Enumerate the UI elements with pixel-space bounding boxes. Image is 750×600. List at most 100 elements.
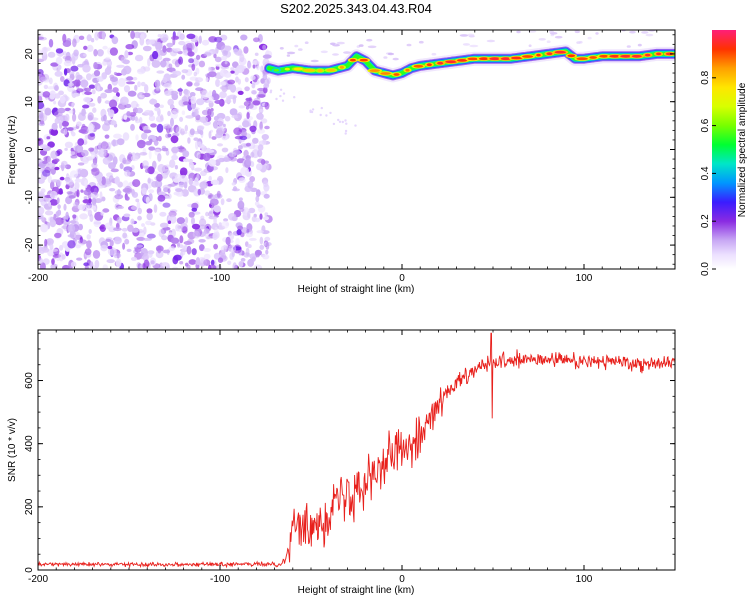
noise-speckle [218, 222, 222, 227]
noise-speckle [106, 259, 115, 264]
noise-speckle [256, 112, 264, 120]
noise-speckle [72, 92, 81, 97]
noise-speckle [224, 60, 228, 65]
noise-speckle [263, 193, 270, 199]
ridge-peak [293, 67, 304, 71]
noise-speckle [624, 27, 633, 30]
noise-speckle [159, 104, 164, 109]
noise-speckle [219, 91, 227, 99]
noise-speckle [208, 211, 214, 217]
noise-speckle [68, 71, 75, 76]
noise-speckle [100, 211, 105, 216]
noise-speckle [123, 213, 131, 218]
noise-speckle [54, 93, 61, 99]
noise-speckle [230, 67, 235, 71]
noise-speckle [84, 91, 92, 96]
noise-speckle [115, 258, 122, 268]
noise-speckle [210, 259, 215, 266]
noise-speckle [168, 210, 177, 218]
noise-speckle [187, 137, 191, 144]
noise-speckle [73, 201, 79, 208]
noise-speckle [319, 113, 322, 117]
noise-speckle [59, 164, 68, 169]
noise-speckle [105, 56, 110, 61]
ridge-peak [349, 58, 356, 62]
noise-speckle [150, 123, 157, 128]
noise-speckle [81, 149, 89, 157]
noise-speckle [93, 187, 98, 196]
noise-speckle [257, 94, 266, 98]
noise-speckle [538, 38, 546, 41]
noise-speckle [247, 61, 252, 69]
noise-speckle [208, 131, 212, 139]
noise-speckle [116, 216, 122, 224]
noise-speckle [167, 220, 172, 224]
noise-speckle [201, 39, 210, 46]
noise-speckle [264, 102, 270, 110]
noise-speckle [320, 50, 328, 54]
noise-speckle [41, 46, 49, 53]
noise-speckle [143, 92, 151, 98]
noise-speckle [212, 232, 218, 240]
noise-speckle [244, 86, 250, 92]
noise-speckle [86, 73, 92, 81]
noise-speckle [50, 263, 58, 269]
noise-speckle [156, 173, 163, 182]
noise-speckle [182, 101, 190, 106]
noise-speckle [83, 87, 92, 92]
noise-speckle [240, 34, 248, 41]
noise-speckle [59, 176, 65, 181]
noise-speckle [224, 45, 232, 52]
noise-speckle [70, 220, 77, 224]
noise-speckle [222, 123, 226, 128]
noise-speckle [263, 86, 268, 94]
noise-speckle [161, 262, 168, 267]
noise-speckle [169, 215, 177, 224]
noise-speckle [265, 249, 269, 255]
noise-speckle [213, 53, 217, 59]
noise-speckle [116, 138, 125, 146]
noise-speckle [263, 83, 270, 89]
noise-speckle [170, 237, 180, 244]
noise-speckle [148, 115, 156, 122]
noise-speckle [142, 165, 149, 169]
noise-speckle [431, 52, 437, 56]
noise-speckle [143, 259, 150, 269]
noise-speckle [57, 107, 66, 114]
noise-speckle [146, 39, 155, 45]
noise-speckle [237, 65, 247, 70]
snr-panel: -200 -100 0 100 0 200 400 600 Height of straig… [7, 329, 676, 596]
noise-speckle [43, 84, 49, 90]
noise-speckle [100, 244, 108, 252]
x-tick-label: -100 [210, 574, 230, 585]
noise-speckle [137, 81, 141, 88]
noise-speckle [75, 71, 80, 81]
noise-speckle [126, 111, 131, 117]
noise-speckle [162, 249, 171, 254]
noise-speckle [136, 107, 143, 114]
noise-speckle [108, 226, 116, 233]
noise-speckle [262, 180, 269, 188]
ridge-peak [426, 63, 432, 67]
noise-speckle [228, 213, 237, 221]
noise-speckle [39, 248, 45, 254]
noise-speckle [77, 138, 85, 146]
noise-speckle [208, 71, 217, 78]
noise-speckle [130, 155, 139, 162]
noise-speckle [191, 207, 198, 212]
noise-speckle [259, 121, 263, 131]
y-tick-label: 600 [24, 372, 35, 389]
noise-speckle [294, 44, 299, 48]
noise-speckle [255, 195, 260, 203]
x-tick-label: -200 [28, 273, 48, 284]
noise-speckle [38, 194, 45, 203]
noise-speckle [186, 245, 192, 255]
spectrogram-y-axis: 20 10 0 -10 -20 [24, 34, 675, 265]
noise-speckle [166, 265, 171, 269]
ridge-peak [413, 64, 424, 68]
noise-speckle [186, 264, 191, 269]
noise-speckle [179, 167, 188, 176]
noise-speckle [214, 56, 222, 63]
y-tick-label: 200 [24, 498, 35, 515]
noise-speckle [133, 31, 142, 39]
